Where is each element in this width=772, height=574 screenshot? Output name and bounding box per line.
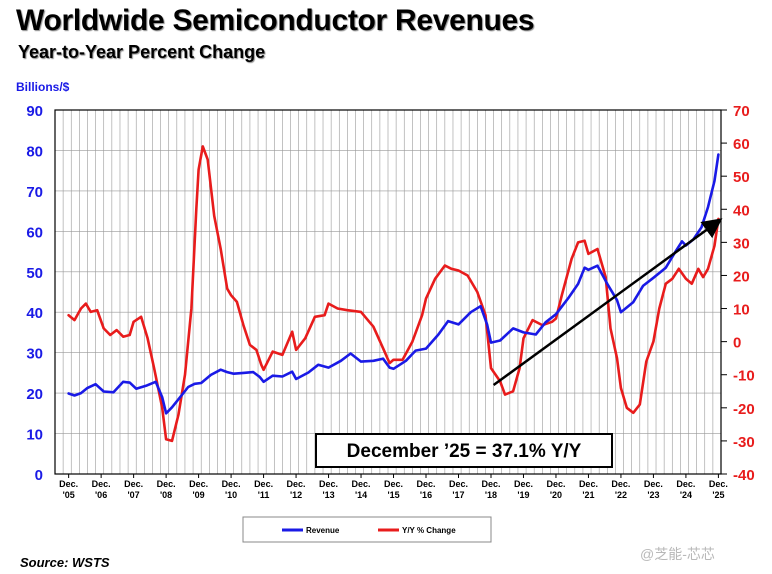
right-tick-label: 20 [733,268,750,285]
x-tick-label: '13 [322,490,334,500]
legend: Revenue Y/Y % Change [242,516,492,543]
grid [55,109,721,475]
left-tick-label: 60 [26,224,43,241]
x-tick-label: '15 [387,490,399,500]
x-tick-label: Dec. [157,479,176,489]
source-note: Source: WSTS [20,555,110,570]
right-tick-label: 70 [733,103,750,120]
x-tick-label: '06 [95,490,107,500]
x-tick-label: Dec. [384,479,403,489]
right-tick-label: -30 [733,434,755,451]
x-tick-label: Dec. [546,479,565,489]
x-tick-label: '24 [680,490,692,500]
x-tick-label: '07 [128,490,140,500]
x-tick-label: '23 [647,490,659,500]
x-tick-label: '16 [420,490,432,500]
x-tick-label: '25 [712,490,724,500]
x-tick-label: Dec. [644,479,663,489]
x-tick-label: Dec. [287,479,306,489]
x-tick-label: Dec. [352,479,371,489]
x-tick-label: Dec. [189,479,208,489]
revenue-line [67,153,720,415]
annotation-box [315,433,613,468]
x-tick-label: Dec. [222,479,241,489]
x-tick-label: '22 [615,490,627,500]
x-tick-label: '18 [485,490,497,500]
x-tick-label: Dec. [417,479,436,489]
left-axis-label: Billions/$ [16,80,70,94]
x-tick-label: '11 [258,490,270,500]
left-tick-label: 90 [26,103,43,120]
x-tick-label: Dec. [254,479,273,489]
x-tick-label: Dec. [319,479,338,489]
left-tick-label: 80 [26,143,43,160]
x-tick-label: Dec. [514,479,533,489]
chart-subtitle: Year-to-Year Percent Change [18,42,266,62]
x-tick-label: Dec. [481,479,500,489]
x-tick-label: Dec. [59,479,78,489]
x-tick-label: '09 [193,490,205,500]
axes: 0 10 20 30 40 50 60 70 80 90 -40 -30 -20 -10 0 10 20 30 40… [26,103,754,500]
left-tick-label: 40 [26,305,43,322]
x-tick-label: Dec. [611,479,630,489]
annotation-text: December ’25 = 37.1% Y/Y [347,441,582,462]
legend-revenue-label: Revenue [306,526,340,535]
right-tick-label: -20 [733,401,755,418]
x-tick-label: '17 [452,490,464,500]
watermark: @芝能-芯芯 [640,546,715,562]
right-tick-label: -10 [733,368,755,385]
left-tick-label: 50 [26,265,43,282]
plot-frame [54,109,722,475]
x-tick-label: '05 [63,490,75,500]
x-tick-label: '08 [160,490,172,500]
left-tick-label: 70 [26,184,43,201]
right-tick-label: 40 [733,202,750,219]
x-tick-label: '14 [355,490,367,500]
right-tick-label: 60 [733,136,750,153]
x-tick-label: Dec. [709,479,728,489]
series [67,145,723,443]
left-tick-label: 20 [26,386,43,403]
x-tick-label: Dec. [124,479,143,489]
right-tick-label: 10 [733,302,750,319]
chart-title: Worldwide Semiconductor Revenues [16,4,535,37]
yoy-change-line [67,145,720,443]
x-tick-label: Dec. [579,479,598,489]
left-tick-label: 10 [26,427,43,444]
x-tick-label: '12 [290,490,302,500]
right-tick-label: -40 [733,467,755,484]
x-tick-label: '20 [550,490,562,500]
right-tick-label: 50 [733,169,750,186]
x-tick-label: Dec. [676,479,695,489]
legend-yoy-label: Y/Y % Change [402,526,456,535]
right-tick-label: 30 [733,235,750,252]
annotation-group: December ’25 = 37.1% Y/Y [315,433,613,468]
trend-arrow [492,218,723,387]
x-tick-label: '21 [582,490,594,500]
left-tick-label: 30 [26,346,43,363]
left-tick-label: 0 [35,467,43,484]
x-tick-label: '10 [225,490,237,500]
x-tick-label: Dec. [92,479,111,489]
x-tick-label: Dec. [449,479,468,489]
x-tick-label: '19 [517,490,529,500]
right-tick-label: 0 [733,335,741,352]
